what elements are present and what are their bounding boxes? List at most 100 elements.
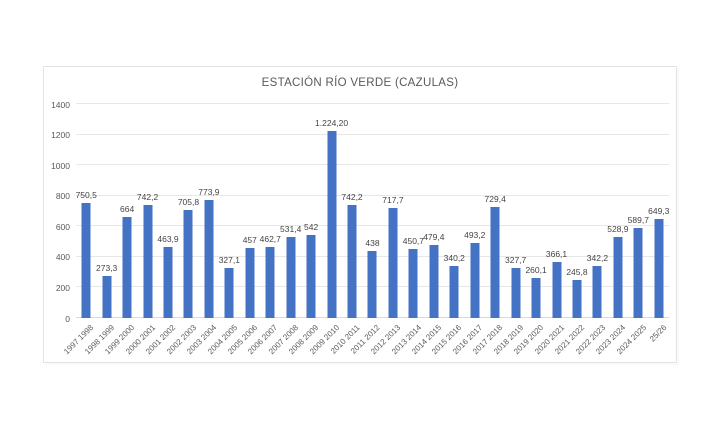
bar <box>408 249 418 318</box>
data-label: 742,2 <box>341 191 363 202</box>
gridline-1000 <box>76 164 669 166</box>
bar <box>265 247 275 318</box>
bar <box>245 248 255 318</box>
bar-column: 457 <box>240 104 260 318</box>
bar <box>347 204 357 318</box>
bar <box>572 280 582 318</box>
bar-column: 340,2 <box>443 104 465 318</box>
data-label: 589,7 <box>627 214 649 225</box>
bar-column: 327,7 <box>504 104 527 318</box>
bar-column: 450,7 <box>402 104 425 318</box>
bar <box>613 237 623 318</box>
bar-column: 531,4 <box>280 104 302 318</box>
data-label: 260,1 <box>525 265 547 276</box>
data-label: 531,4 <box>280 223 302 234</box>
data-label: 273,3 <box>96 263 118 274</box>
chart-title: ESTACIÓN RÍO VERDE (CAZULAS) <box>261 77 459 89</box>
y-tick-label: 400 <box>55 252 70 263</box>
data-label: 457 <box>242 235 257 246</box>
bar-column: 273,3 <box>96 104 118 318</box>
bar <box>470 242 480 318</box>
y-tick-label: 1000 <box>51 160 70 171</box>
data-label: 742,2 <box>136 191 159 202</box>
bar <box>122 216 132 318</box>
bar <box>490 206 500 318</box>
data-label: 327,1 <box>218 255 240 266</box>
bar <box>592 265 602 318</box>
data-label: 528,9 <box>607 224 629 235</box>
bar-column: 649,3 <box>648 104 670 318</box>
data-label: 450,7 <box>402 236 425 247</box>
data-label: 717,7 <box>382 195 404 206</box>
bar <box>81 203 91 318</box>
bar-column: 493,2 <box>464 104 486 318</box>
bar <box>327 130 337 318</box>
data-label: 463,9 <box>157 234 179 245</box>
gridline-800 <box>76 194 669 196</box>
bar <box>204 199 214 318</box>
data-label: 366,1 <box>545 249 568 260</box>
y-tick-label: 1200 <box>51 130 70 141</box>
bar <box>143 204 153 318</box>
gridline-600 <box>76 225 669 227</box>
data-label: 245,8 <box>566 267 588 278</box>
bar-column: 366,1 <box>545 104 568 318</box>
gridline-1400 <box>76 103 669 104</box>
bar-column: 664 <box>117 104 137 318</box>
bar <box>224 268 234 318</box>
bar-column: 750,5 <box>75 104 97 318</box>
bar-column: 462,7 <box>259 104 281 318</box>
data-label: 340,2 <box>443 253 465 263</box>
bar-column: 589,7 <box>627 104 649 318</box>
gridline-1200 <box>76 133 669 135</box>
data-label: 438 <box>365 238 380 249</box>
data-label: 773,9 <box>198 186 220 197</box>
bar <box>654 218 664 318</box>
data-label: 729,4 <box>484 193 506 204</box>
bar-column: 342,2 <box>586 104 609 318</box>
bar-column: 1.224,20 <box>315 104 348 318</box>
bar <box>286 236 296 318</box>
data-label: 664 <box>120 203 135 214</box>
bar <box>633 227 643 318</box>
bar <box>429 244 439 318</box>
bar-column: 260,1 <box>525 104 547 318</box>
data-label: 705,8 <box>177 197 200 208</box>
bar-column: 542 <box>301 104 321 318</box>
y-tick-label: 800 <box>55 191 70 202</box>
bar <box>388 208 398 318</box>
bar-column: 773,9 <box>198 104 220 318</box>
bar-column: 438 <box>362 104 382 318</box>
bar-column: 705,8 <box>177 104 200 318</box>
bar-column: 463,9 <box>157 104 179 318</box>
bar-column: 479,4 <box>423 104 445 318</box>
bar-column: 245,8 <box>566 104 588 318</box>
data-label: 649,3 <box>648 205 670 216</box>
bar-column: 742,2 <box>136 104 159 318</box>
plot-area: 0 200 400 600 800 1000 1200 1400 750,5 273,3 664 7… <box>51 100 670 357</box>
y-tick-label: 1400 <box>51 99 70 110</box>
data-label: 462,7 <box>259 234 281 245</box>
data-label: 1.224,20 <box>315 117 349 128</box>
data-label: 479,4 <box>423 231 445 242</box>
bar <box>552 262 562 318</box>
bar <box>367 251 377 318</box>
bar <box>511 267 521 318</box>
data-label: 342,2 <box>586 252 609 263</box>
data-label: 327,7 <box>504 254 527 265</box>
x-tick-label: 25/26 <box>647 323 669 344</box>
bar <box>449 266 459 318</box>
y-tick-label: 600 <box>55 221 70 232</box>
y-tick-label: 200 <box>55 282 70 293</box>
chart-object[interactable]: ESTACIÓN RÍO VERDE (CAZULAS) 0 200 400 600 8… <box>43 66 677 363</box>
bar <box>183 210 193 318</box>
bar-column: 717,7 <box>382 104 404 318</box>
bar <box>102 276 112 318</box>
bar-column: 742,2 <box>341 104 363 318</box>
bar <box>163 247 173 318</box>
bar-column: 528,9 <box>607 104 629 318</box>
data-label: 493,2 <box>464 229 486 240</box>
data-label: 750,5 <box>75 190 97 201</box>
y-tick-label: 0 <box>65 313 70 324</box>
bar <box>531 278 541 318</box>
